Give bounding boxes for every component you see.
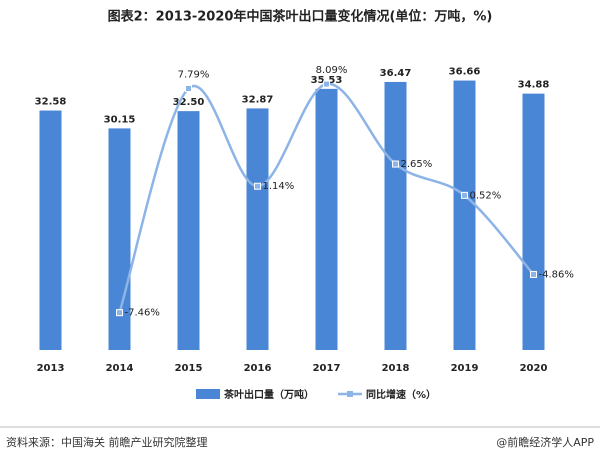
legend-label: 茶叶出口量（万吨） <box>223 388 314 401</box>
line-marker <box>116 309 123 317</box>
line-marker <box>323 80 330 88</box>
legend-swatch <box>347 391 353 397</box>
bar-label: 36.47 <box>380 68 412 79</box>
bar <box>315 88 338 351</box>
x-tick-label: 2016 <box>244 363 272 374</box>
x-tick-label: 2018 <box>382 363 410 374</box>
legend-swatch <box>196 389 220 399</box>
line-label: 7.79% <box>178 69 210 80</box>
line <box>118 82 535 314</box>
bar <box>246 108 269 350</box>
x-tick-label: 2014 <box>106 363 134 374</box>
bar <box>384 81 407 351</box>
line-label: 8.09% <box>316 65 348 76</box>
bar-label: 34.88 <box>518 80 550 91</box>
line-label: -4.86% <box>539 269 574 280</box>
bar-label: 36.66 <box>449 67 481 78</box>
line-marker <box>185 84 192 92</box>
source: 资料来源：中国海关 前瞻产业研究院整理 <box>6 435 208 449</box>
bar-label: 35.53 <box>311 75 343 86</box>
bar <box>39 110 62 350</box>
line-marker <box>392 160 399 168</box>
line-label: 2.65% <box>401 159 433 170</box>
bar <box>177 111 200 350</box>
x-tick-label: 2015 <box>175 363 203 374</box>
x-tick-label: 2013 <box>37 363 65 374</box>
bar <box>453 80 476 350</box>
line-marker <box>530 270 537 278</box>
line-marker <box>461 191 468 199</box>
x-tick-label: 2020 <box>520 363 548 374</box>
line-label: 1.14% <box>263 181 295 192</box>
x-tick-label: 2017 <box>313 363 341 374</box>
x-tick-label: 2019 <box>451 363 479 374</box>
legend-label: 同比增速（%） <box>366 388 436 401</box>
line-label: 0.52% <box>470 190 502 201</box>
line-marker <box>254 182 261 190</box>
chart-title: 图表2：2013-2020年中国茶叶出口量变化情况(单位：万吨，%) <box>108 9 493 25</box>
line-label: -7.46% <box>125 308 160 319</box>
bar-label: 32.87 <box>242 94 274 105</box>
bar <box>522 93 545 351</box>
bar-label: 32.58 <box>35 97 67 108</box>
bar-label: 30.15 <box>104 114 136 125</box>
bar-label: 32.50 <box>173 97 205 108</box>
brand: @前瞻经济学人APP <box>496 435 594 449</box>
